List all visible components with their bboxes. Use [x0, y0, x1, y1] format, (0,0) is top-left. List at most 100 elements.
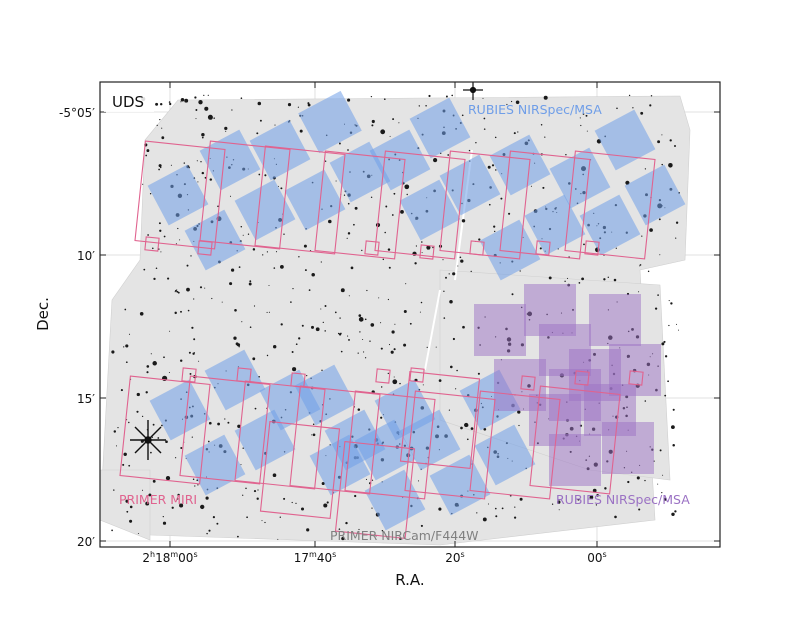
star — [462, 325, 465, 329]
star — [470, 270, 472, 273]
rubies-purple-footprints — [474, 284, 661, 486]
star — [494, 230, 496, 233]
star — [311, 434, 313, 436]
star — [564, 280, 566, 283]
star — [461, 219, 466, 223]
star — [128, 464, 131, 467]
star — [445, 276, 447, 279]
primer-miri-square — [236, 367, 252, 383]
star — [136, 410, 139, 413]
star — [299, 129, 303, 133]
star — [186, 287, 190, 292]
rubies-blue-tile — [298, 90, 362, 154]
star — [266, 311, 268, 313]
star — [347, 98, 351, 102]
star — [369, 340, 371, 342]
star — [304, 269, 307, 272]
rubies-blue-tile — [524, 194, 586, 256]
star — [207, 114, 213, 120]
star — [337, 332, 340, 335]
star — [371, 124, 374, 127]
star — [452, 337, 455, 341]
star — [338, 528, 341, 530]
star — [148, 493, 152, 497]
star — [644, 479, 646, 482]
star — [159, 102, 163, 106]
star — [306, 375, 308, 377]
star — [264, 174, 267, 177]
star — [391, 330, 395, 334]
star — [398, 122, 400, 124]
star — [364, 318, 367, 321]
star — [357, 352, 359, 354]
star — [209, 178, 213, 181]
star — [542, 186, 545, 189]
star — [482, 97, 484, 99]
star — [125, 344, 129, 348]
primer-miri-outline — [374, 150, 466, 260]
star — [195, 118, 197, 120]
primer-miri-square — [409, 367, 425, 383]
star — [201, 132, 205, 137]
star — [425, 104, 427, 107]
star — [661, 134, 663, 136]
star — [361, 249, 363, 252]
star — [616, 107, 618, 110]
star — [273, 267, 276, 269]
star — [667, 380, 669, 383]
star — [152, 423, 155, 426]
star — [426, 245, 431, 250]
star — [668, 163, 673, 168]
rubies-blue-tile — [409, 97, 471, 159]
star — [291, 351, 294, 353]
star — [390, 350, 394, 354]
star — [277, 185, 280, 187]
star — [644, 168, 647, 170]
primer-miri-square — [469, 240, 485, 256]
star — [511, 293, 514, 296]
rubies-blue-tile — [259, 369, 321, 431]
star — [476, 512, 478, 514]
star — [433, 158, 438, 163]
primer-miri-square — [535, 240, 551, 256]
star — [558, 509, 560, 511]
rubies-blue-tile — [579, 194, 641, 256]
star — [169, 330, 171, 332]
rubies-blue-tile — [439, 154, 501, 216]
rubies-purple-tile — [529, 394, 581, 446]
rubies-blue-tile — [249, 119, 311, 181]
star — [194, 96, 197, 99]
star — [266, 354, 269, 357]
star — [583, 243, 585, 246]
star — [487, 165, 491, 169]
star — [672, 408, 675, 411]
star — [362, 338, 364, 341]
star — [201, 136, 204, 139]
star — [483, 427, 487, 431]
star — [146, 371, 149, 374]
star — [428, 94, 431, 98]
rubies-blue-tile — [324, 409, 386, 471]
star — [585, 114, 588, 117]
star — [234, 308, 237, 312]
star — [292, 287, 294, 290]
rubies-purple-tile — [609, 344, 661, 396]
star — [508, 212, 511, 215]
star — [225, 130, 227, 132]
star — [357, 408, 361, 411]
star — [240, 97, 243, 100]
star — [213, 117, 215, 119]
star — [311, 272, 315, 277]
star — [409, 322, 412, 325]
x-tick-label: 00s — [587, 550, 606, 565]
legend-rubies-purple: RUBIES NIRSpec/MSA — [556, 492, 690, 507]
star — [207, 94, 209, 96]
star — [399, 382, 401, 385]
star — [125, 499, 129, 503]
star — [190, 255, 192, 257]
star — [348, 338, 350, 341]
star — [384, 231, 386, 234]
star — [661, 492, 663, 494]
star — [638, 291, 640, 293]
star — [675, 323, 678, 325]
